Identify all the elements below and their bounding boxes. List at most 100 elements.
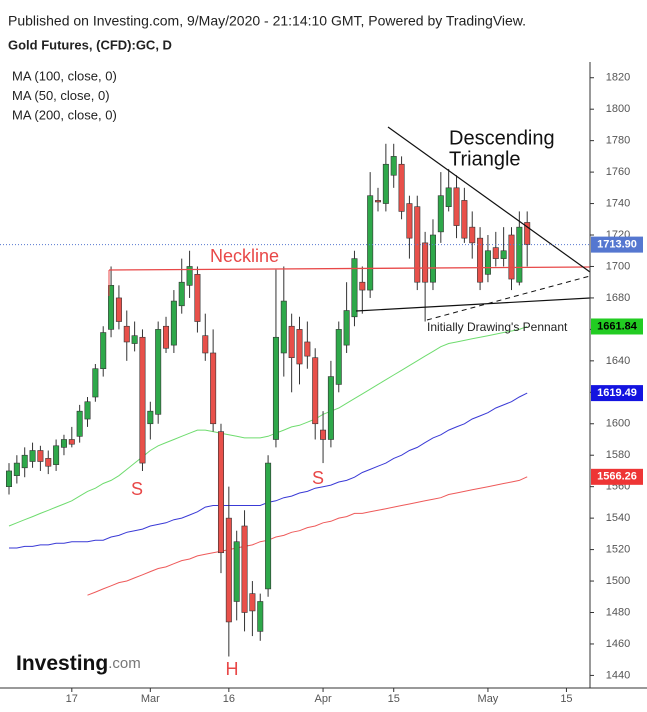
candle-body (29, 450, 36, 462)
x-tick-label: 17 (66, 693, 78, 705)
candle-body (163, 325, 170, 349)
candle-body (21, 454, 28, 469)
candle-body (60, 439, 67, 448)
x-tick-label: Mar (141, 693, 160, 705)
candle-body (320, 429, 327, 440)
annotation: Neckline (210, 246, 279, 266)
x-tick-label: 15 (388, 693, 400, 705)
candle-body (461, 200, 468, 239)
y-tick-label: 1480 (606, 606, 630, 618)
price-marker (591, 236, 643, 253)
price-marker-label: 1619.49 (597, 387, 637, 399)
price-marker (591, 385, 643, 402)
candle-body (280, 300, 287, 354)
candle-body (484, 250, 491, 275)
x-tick-label: May (478, 693, 499, 705)
y-tick-label: 1520 (606, 543, 630, 555)
y-tick-label: 1460 (606, 638, 630, 650)
candle-body (45, 458, 52, 467)
candle-body (288, 325, 295, 358)
candle-body (170, 300, 177, 346)
candle-body (194, 274, 201, 322)
plot-area: 1440146014801500152015401560158016001620… (6, 72, 630, 705)
y-tick-label: 1580 (606, 449, 630, 461)
candle-body (477, 237, 484, 283)
candle-body (37, 450, 44, 462)
candle-body (6, 470, 13, 487)
legend-entry: MA (200, close, 0) (12, 107, 117, 122)
candle-body (429, 234, 436, 283)
ma-line (87, 476, 528, 596)
candle-body (343, 310, 350, 346)
neckline (108, 266, 591, 271)
candle-body (406, 203, 413, 239)
candle-body (492, 247, 499, 259)
candle-body (367, 195, 374, 291)
candle-body (147, 410, 154, 425)
candle-body (13, 462, 20, 476)
y-tick-label: 1600 (606, 418, 630, 430)
candle-body (139, 336, 146, 464)
candle-body (115, 297, 122, 322)
candle-body (422, 242, 429, 283)
candle-body (84, 401, 91, 420)
candle-body (257, 601, 264, 632)
candle-body (210, 352, 217, 425)
y-tick-label: 1640 (606, 355, 630, 367)
x-tick-label: 16 (223, 693, 235, 705)
candle-body (272, 336, 279, 440)
annotation: Triangle (449, 148, 521, 170)
y-tick-label: 1800 (606, 103, 630, 115)
price-marker-label: 1566.26 (597, 471, 637, 483)
candle-body (68, 439, 75, 445)
candle-body (375, 200, 382, 203)
candle-body (304, 341, 311, 357)
triangle-upper (387, 126, 591, 273)
annotation: Descending (449, 127, 555, 149)
candle-body (524, 222, 531, 245)
y-tick-label: 1500 (606, 575, 630, 587)
y-tick-label: 1680 (606, 292, 630, 304)
candle-body (241, 525, 248, 613)
candle-body (76, 410, 83, 437)
candle-body (155, 329, 162, 415)
candle-body (178, 281, 185, 307)
candle-body (398, 163, 405, 212)
candle-body (100, 332, 107, 370)
candle-body (359, 281, 366, 291)
candle-body (249, 593, 256, 612)
candle-body (445, 187, 452, 208)
price-marker (591, 318, 643, 335)
candle-body (92, 368, 99, 398)
triangle-lower (355, 297, 591, 312)
candle-body (500, 250, 507, 259)
candle-body (123, 325, 130, 343)
chart-title: Gold Futures, (CFD):GC, D (8, 37, 172, 52)
candle-body (131, 335, 138, 344)
y-tick-label: 1700 (606, 260, 630, 272)
price-marker (591, 468, 643, 485)
candle-body (312, 357, 319, 425)
logo-name: Investing (16, 652, 108, 675)
candle-body (265, 462, 272, 590)
candle-body (382, 163, 389, 204)
candle-body (233, 541, 240, 602)
candle-body (186, 266, 193, 286)
x-tick-label: 15 (560, 693, 572, 705)
candle-body (437, 195, 444, 233)
header: Published on Investing.com, 9/May/2020 -… (8, 13, 526, 29)
candle-body (327, 376, 334, 440)
candle-body (225, 517, 232, 623)
logo: Investing.com (16, 652, 141, 675)
annotation: S (312, 468, 324, 488)
ma-line (8, 326, 528, 527)
legend-entry: MA (100, close, 0) (12, 68, 117, 83)
annotation: H (226, 659, 239, 679)
candle-body (53, 445, 60, 465)
candle-body (516, 226, 523, 283)
y-tick-label: 1440 (606, 669, 630, 681)
candle-body (469, 226, 476, 244)
candle-body (202, 335, 209, 354)
